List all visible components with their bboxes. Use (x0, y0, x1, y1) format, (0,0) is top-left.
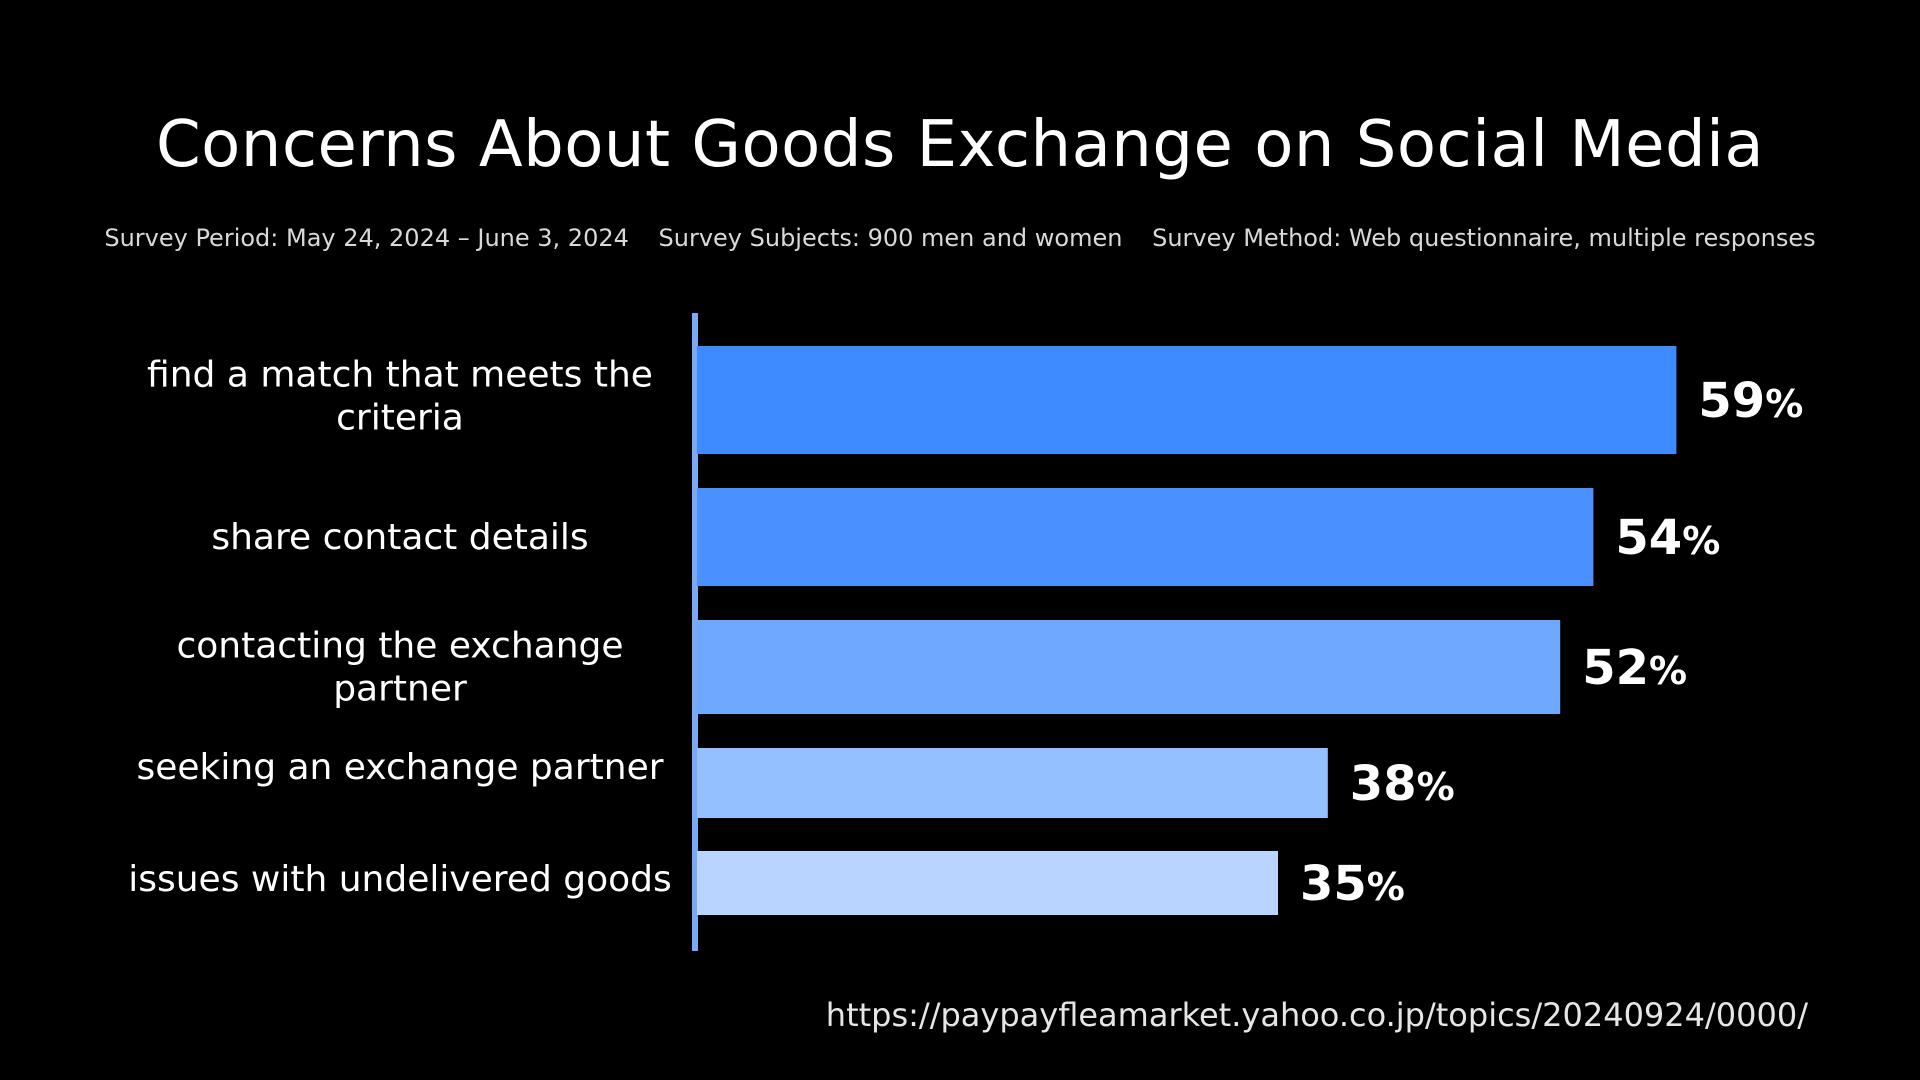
category-label-4: seeking an exchange partner (136, 747, 663, 788)
category-label-5: issues with undelivered goods (128, 859, 672, 900)
source-url[interactable]: https://paypayfleamarket.yahoo.co.jp/top… (825, 996, 1808, 1034)
chart-title: Concerns About Goods Exchange on Social … (155, 108, 1765, 182)
survey-method: Survey Method: Web questionnaire, multip… (1152, 224, 1816, 252)
category-label-2: share contact details (211, 517, 588, 558)
bar-5 (697, 851, 1278, 915)
survey-subjects: Survey Subjects: 900 men and women (658, 224, 1123, 252)
data-label-5: 35% (1300, 856, 1405, 912)
data-label-3: 52% (1582, 640, 1687, 696)
bar-1 (697, 346, 1677, 454)
category-label-3: contacting the exchange partner (176, 626, 623, 710)
bar-4 (697, 748, 1328, 818)
data-label-2: 54% (1615, 510, 1720, 566)
survey-meta: Survey Period: May 24, 2024 – June 3, 20… (0, 224, 1920, 252)
data-label-1: 59% (1698, 373, 1803, 429)
y-axis-line (692, 313, 698, 951)
data-label-4: 38% (1350, 756, 1455, 812)
category-label-1: find a match that meets the criteria (147, 355, 653, 439)
bar-2 (697, 488, 1594, 586)
bar-3 (697, 620, 1561, 714)
survey-period: Survey Period: May 24, 2024 – June 3, 20… (104, 224, 629, 252)
